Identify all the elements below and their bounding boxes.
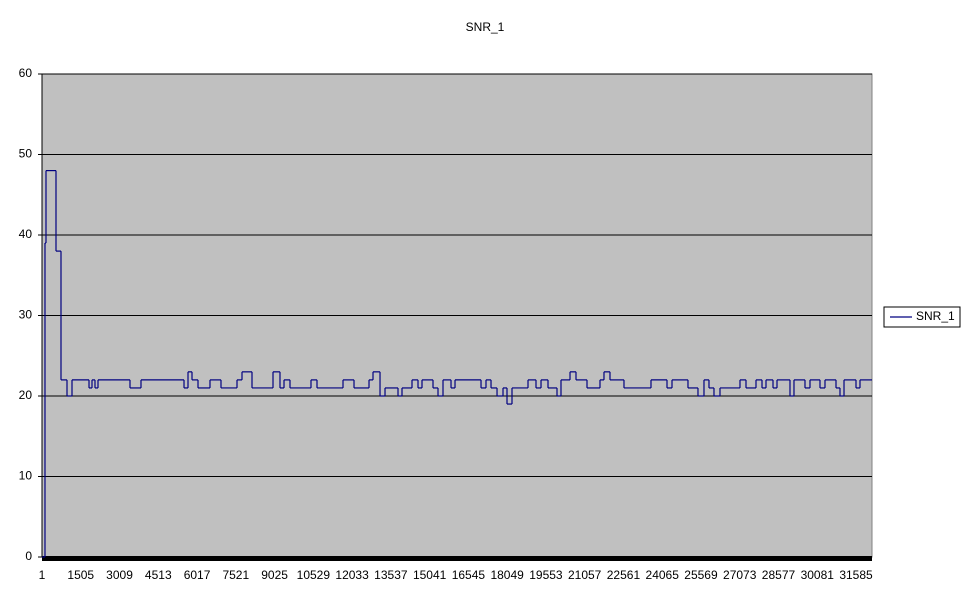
x-tick-label: 27073	[723, 568, 757, 582]
x-tick-label: 1505	[67, 568, 94, 582]
x-tick-label: 12033	[335, 568, 369, 582]
x-tick-label: 22561	[607, 568, 641, 582]
x-tick-label: 19553	[529, 568, 563, 582]
x-tick-label: 18049	[490, 568, 524, 582]
x-tick-label: 21057	[568, 568, 602, 582]
x-tick-label: 28577	[762, 568, 796, 582]
x-tick-label: 24065	[646, 568, 680, 582]
y-tick-label: 60	[19, 66, 33, 80]
x-tick-label: 1	[39, 568, 46, 582]
y-tick-label: 10	[19, 469, 33, 483]
y-tick-label: 50	[19, 147, 33, 161]
y-tick-label: 0	[25, 549, 32, 563]
legend-label: SNR_1	[916, 309, 955, 323]
y-tick-label: 30	[19, 308, 33, 322]
x-tick-label: 9025	[261, 568, 288, 582]
x-tick-label: 25569	[684, 568, 718, 582]
x-tick-label: 10529	[297, 568, 331, 582]
x-tick-label: 3009	[106, 568, 133, 582]
x-tick-label: 13537	[374, 568, 408, 582]
legend	[883, 306, 961, 328]
x-tick-label: 15041	[413, 568, 447, 582]
x-tick-label: 31585	[839, 568, 873, 582]
x-tick-label: 4513	[145, 568, 172, 582]
x-tick-label: 6017	[184, 568, 211, 582]
x-tick-label: 7521	[222, 568, 249, 582]
y-tick-label: 20	[19, 388, 33, 402]
x-tick-label: 30081	[801, 568, 835, 582]
x-axis	[42, 556, 872, 561]
chart-title: SNR_1	[466, 20, 505, 34]
y-tick-label: 40	[19, 227, 33, 241]
x-tick-label: 16545	[452, 568, 486, 582]
